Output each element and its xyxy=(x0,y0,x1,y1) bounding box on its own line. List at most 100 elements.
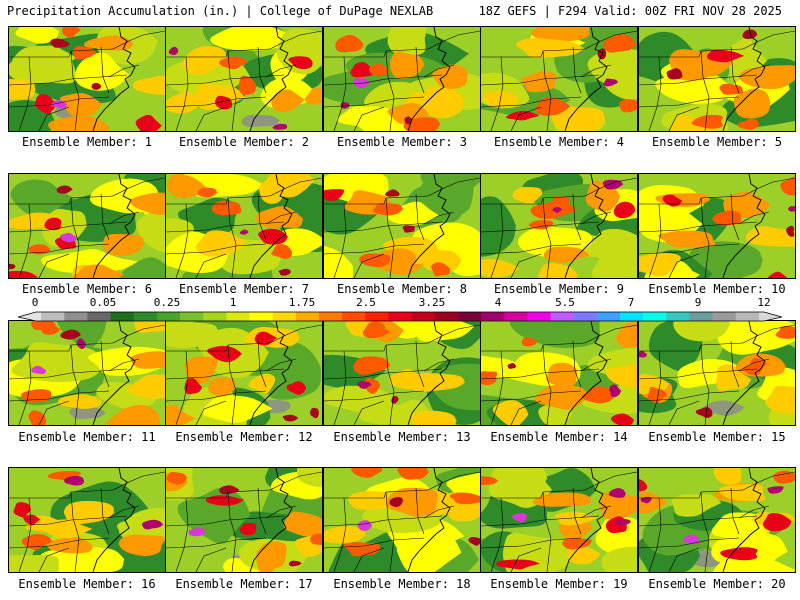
colorbar-swatch xyxy=(180,312,204,321)
colorbar-swatch xyxy=(133,312,158,321)
ensemble-member-label: Ensemble Member: 14 xyxy=(490,430,628,444)
colorbar-swatch xyxy=(272,312,297,321)
colorbar-swatch xyxy=(550,312,575,321)
precip-map xyxy=(324,174,480,278)
ensemble-member-label: Ensemble Member: 20 xyxy=(648,577,786,591)
colorbar-swatch xyxy=(64,312,88,321)
ensemble-map-panel xyxy=(165,467,323,573)
ensemble-member-label: Ensemble Member: 11 xyxy=(18,430,156,444)
ensemble-map-panel xyxy=(165,173,323,279)
colorbar-tick-label: 0.05 xyxy=(89,296,117,309)
ensemble-map-panel xyxy=(638,173,796,279)
precip-map xyxy=(9,27,165,131)
colorbar-swatch xyxy=(388,312,413,321)
colorbar-swatch xyxy=(457,312,482,321)
precip-map xyxy=(9,468,165,572)
ensemble-map-panel xyxy=(8,26,166,132)
ensemble-member-label: Ensemble Member: 3 xyxy=(336,135,468,149)
ensemble-member-label: Ensemble Member: 19 xyxy=(490,577,628,591)
ensemble-member-label: Ensemble Member: 13 xyxy=(333,430,471,444)
colorbar-tick-label: 0.25 xyxy=(153,296,181,309)
precip-map xyxy=(9,321,165,425)
precip-map xyxy=(481,468,637,572)
colorbar-swatch xyxy=(226,312,251,321)
ensemble-map-panel xyxy=(323,467,481,573)
ensemble-map-panel xyxy=(323,320,481,426)
ensemble-member-label: Ensemble Member: 12 xyxy=(175,430,313,444)
colorbar-swatch xyxy=(666,312,690,321)
ensemble-member-label: Ensemble Member: 17 xyxy=(175,577,313,591)
ensemble-map-panel xyxy=(638,467,796,573)
colorbar-swatch xyxy=(295,312,320,321)
ensemble-member-label: Ensemble Member: 10 xyxy=(648,282,786,296)
colorbar-swatch xyxy=(596,312,621,321)
run-valid-time: 18Z GEFS | F294 Valid: 00Z FRI NOV 28 20… xyxy=(478,4,782,18)
precip-map xyxy=(639,27,795,131)
colorbar-swatch xyxy=(434,312,459,321)
ensemble-member-label: Ensemble Member: 4 xyxy=(493,135,625,149)
ensemble-map-panel xyxy=(8,467,166,573)
precip-map xyxy=(166,174,322,278)
ensemble-member-label: Ensemble Member: 8 xyxy=(336,282,468,296)
colorbar-tick-label: 1.75 xyxy=(288,296,316,309)
colorbar-tick-label: 3.25 xyxy=(418,296,446,309)
colorbar-swatch xyxy=(758,312,782,321)
precip-map xyxy=(9,174,165,278)
colorbar-swatch xyxy=(619,312,644,321)
ensemble-member-label: Ensemble Member: 1 xyxy=(21,135,153,149)
colorbar-swatch xyxy=(203,312,227,321)
precip-map xyxy=(324,27,480,131)
colorbar-swatch xyxy=(41,312,65,321)
colorbar-swatch xyxy=(110,312,135,321)
colorbar-tick-label: 0 xyxy=(31,296,39,309)
precip-map xyxy=(166,321,322,425)
ensemble-map-panel xyxy=(480,26,638,132)
colorbar-tick-label: 1 xyxy=(229,296,237,309)
colorbar-swatch xyxy=(156,312,181,321)
precip-colorbar xyxy=(17,311,783,322)
ensemble-member-label: Ensemble Member: 9 xyxy=(493,282,625,296)
ensemble-map-panel xyxy=(165,26,323,132)
ensemble-member-label: Ensemble Member: 7 xyxy=(178,282,310,296)
colorbar-swatch xyxy=(318,312,343,321)
colorbar-swatch xyxy=(689,312,714,321)
ensemble-map-panel xyxy=(165,320,323,426)
colorbar-swatch xyxy=(735,312,760,321)
colorbar-swatch xyxy=(481,312,505,321)
ensemble-member-label: Ensemble Member: 15 xyxy=(648,430,786,444)
ensemble-member-label: Ensemble Member: 5 xyxy=(651,135,783,149)
precip-map xyxy=(324,321,480,425)
colorbar-swatch xyxy=(527,312,551,321)
ensemble-map-panel xyxy=(480,467,638,573)
colorbar-swatch xyxy=(411,312,436,321)
colorbar-swatch xyxy=(573,312,598,321)
map-title: Precipitation Accumulation (in.) | Colle… xyxy=(7,4,434,18)
ensemble-map-panel xyxy=(323,173,481,279)
colorbar-swatch xyxy=(87,312,112,321)
ensemble-map-panel xyxy=(638,320,796,426)
precip-map xyxy=(324,468,480,572)
precip-map xyxy=(639,468,795,572)
ensemble-map-panel xyxy=(8,173,166,279)
colorbar-tick-label: 4 xyxy=(494,296,502,309)
colorbar-swatch xyxy=(365,312,389,321)
colorbar-swatch xyxy=(712,312,737,321)
ensemble-map-panel xyxy=(323,26,481,132)
colorbar-tick-label: 9 xyxy=(694,296,702,309)
precip-map xyxy=(166,468,322,572)
ensemble-member-label: Ensemble Member: 2 xyxy=(178,135,310,149)
precip-map xyxy=(481,174,637,278)
precip-map xyxy=(481,27,637,131)
precip-map xyxy=(481,321,637,425)
colorbar-swatch xyxy=(18,312,42,321)
colorbar-tick-label: 5.5 xyxy=(555,296,575,309)
colorbar-swatch xyxy=(249,312,274,321)
colorbar-tick-label: 2.5 xyxy=(356,296,376,309)
ensemble-map-panel xyxy=(638,26,796,132)
precip-map xyxy=(166,27,322,131)
colorbar-tick-label: 7 xyxy=(627,296,635,309)
ensemble-member-label: Ensemble Member: 6 xyxy=(21,282,153,296)
colorbar-swatch xyxy=(342,312,366,321)
precip-map xyxy=(639,174,795,278)
ensemble-map-panel xyxy=(8,320,166,426)
